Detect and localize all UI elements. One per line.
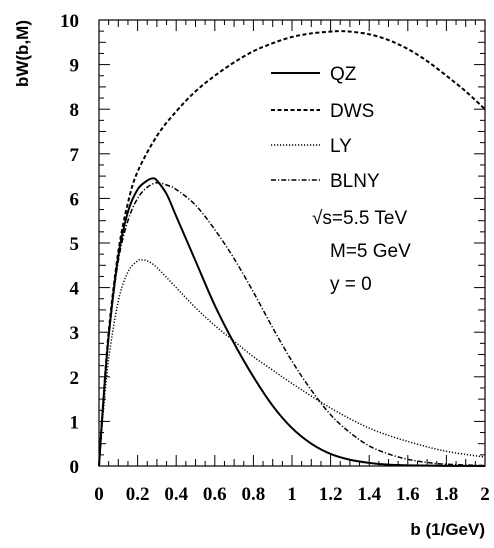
y-tick-label: 4 <box>70 279 80 300</box>
y-tick-label: 5 <box>70 234 80 255</box>
annotation-mass: M=5 GeV <box>330 241 411 262</box>
x-tick-label: 1 <box>287 484 297 505</box>
y-tick-label: 1 <box>70 412 80 433</box>
annotations: √s=5.5 TeV M=5 GeV y = 0 <box>312 208 411 295</box>
x-tick-label: 1.6 <box>396 484 420 505</box>
x-axis-label: b (1/GeV) <box>410 520 485 539</box>
y-tick-label: 3 <box>70 323 80 344</box>
series-line-qz <box>98 177 486 467</box>
y-tick-label: 9 <box>70 56 80 77</box>
x-tick-labels: 0 0.2 0.4 0.6 0.8 1 1.2 1.4 1.6 1.8 2 <box>94 484 490 505</box>
series-line-dws <box>98 30 486 467</box>
x-tick-label: 1.8 <box>435 484 459 505</box>
legend: QZ DWS LY BLNY <box>271 64 380 192</box>
y-tick-label: 0 <box>70 457 80 478</box>
axis-ticks <box>98 19 486 467</box>
legend-label-ly: LY <box>330 136 352 157</box>
x-tick-label: 0 <box>94 484 104 505</box>
y-tick-label: 2 <box>70 368 80 389</box>
series-line-blny <box>98 181 486 467</box>
x-tick-label: 0.2 <box>126 484 150 505</box>
legend-label-qz: QZ <box>330 64 357 85</box>
x-tick-label: 0.6 <box>203 484 227 505</box>
annotation-rapidity: y = 0 <box>330 274 372 295</box>
series-line-ly <box>98 258 486 467</box>
legend-label-blny: BLNY <box>330 171 380 192</box>
plot-frame <box>98 19 486 467</box>
series-layer <box>98 30 486 467</box>
y-tick-label: 8 <box>70 100 80 121</box>
x-tick-label: 0.8 <box>242 484 266 505</box>
y-tick-label: 7 <box>70 145 80 166</box>
y-tick-label: 6 <box>70 189 80 210</box>
legend-label-dws: DWS <box>330 101 374 122</box>
y-tick-labels: 0 1 2 3 4 5 6 7 8 9 10 <box>60 11 80 478</box>
x-tick-label: 1.2 <box>319 484 343 505</box>
y-axis-label: bW(b,M) <box>13 20 32 87</box>
y-tick-label: 10 <box>60 11 79 32</box>
annotation-energy: √s=5.5 TeV <box>312 208 407 229</box>
x-tick-label: 1.4 <box>357 484 381 505</box>
x-tick-label: 2 <box>480 484 490 505</box>
x-tick-label: 0.4 <box>164 484 188 505</box>
